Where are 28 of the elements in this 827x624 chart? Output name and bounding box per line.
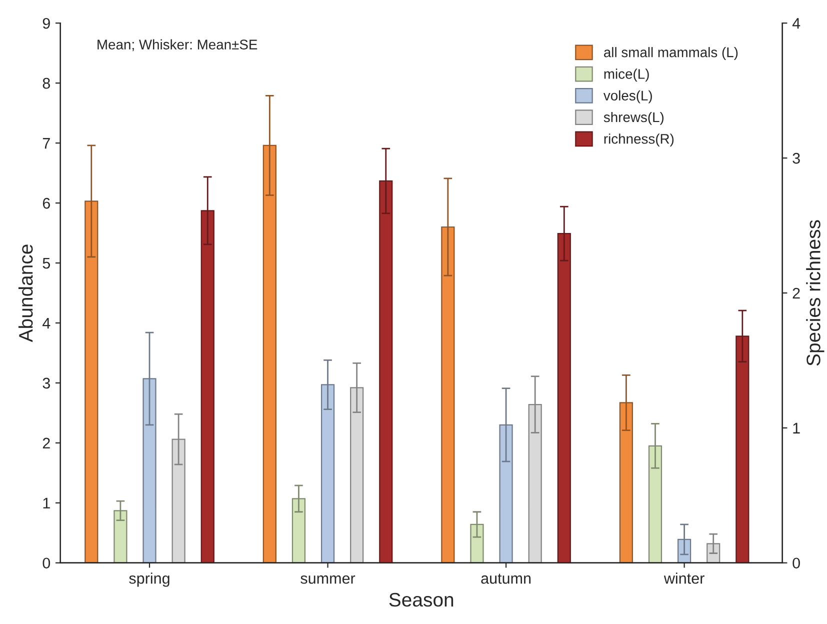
y-tick-label: 4 (42, 318, 50, 328)
y-tick-label: 5 (42, 258, 50, 269)
x-axis-title: Season (389, 592, 454, 607)
y2-tick-label: 4 (792, 18, 800, 29)
x-tick-label: winter (664, 572, 704, 584)
y-tick-label: 1 (43, 498, 50, 508)
x-tick-label: summer (300, 575, 356, 584)
y-tick-label: 3 (42, 378, 50, 389)
y-tick-label: 2 (42, 438, 50, 448)
legend-label: shrews(L) (604, 112, 664, 125)
y-tick-label: 9 (42, 18, 50, 29)
y2-tick-label: 1 (793, 422, 800, 434)
y-tick-label: 7 (42, 138, 50, 149)
x-tick-label: spring (129, 572, 170, 587)
y2-tick-label: 2 (792, 288, 800, 299)
legend-label: mice(L) (604, 68, 649, 82)
y-tick-label: 6 (42, 198, 50, 209)
y2-tick-label: 0 (792, 558, 800, 569)
y-tick-label: 0 (42, 558, 50, 569)
legend-label: voles(L) (603, 90, 652, 104)
y2-tick-label: 3 (792, 152, 800, 164)
legend-label: all small mammals (L) (604, 47, 738, 60)
y-axis-title: Abundance (18, 244, 33, 342)
y2-axis-title: Species richness (806, 220, 824, 366)
x-tick-label: autumn (481, 574, 531, 584)
y-tick-label: 8 (42, 78, 50, 89)
legend-label: richness(R) (604, 134, 674, 147)
annotation: Mean; Whisker: Mean±SE (98, 39, 258, 52)
